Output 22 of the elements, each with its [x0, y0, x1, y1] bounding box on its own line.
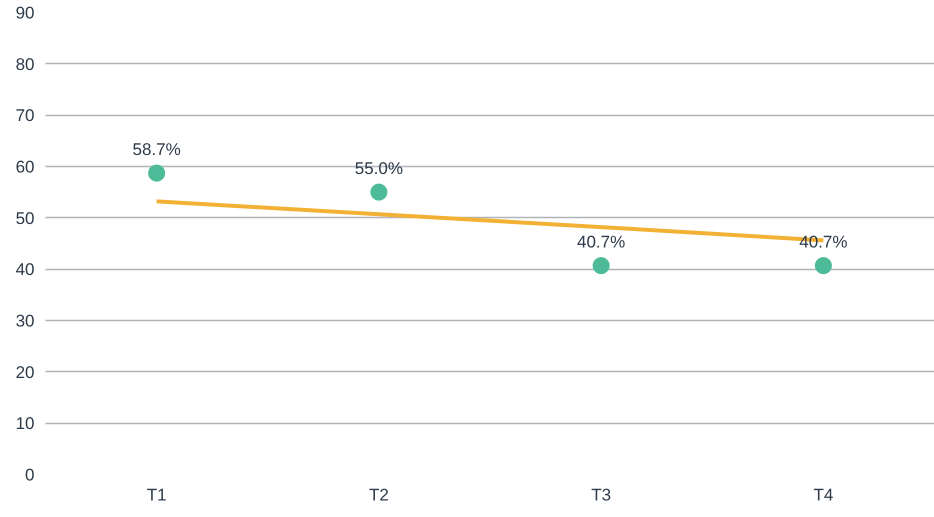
y-tick-label: 40 [16, 260, 35, 280]
x-tick-label: T3 [591, 486, 612, 504]
data-label: 55.0% [354, 159, 403, 178]
point [814, 257, 832, 274]
y-tick-label: 80 [16, 54, 35, 74]
x-tick-label: T2 [368, 486, 389, 504]
y-tick-label: 20 [16, 362, 35, 382]
data-label: 58.7% [132, 140, 181, 160]
y-tick-label: 90 [16, 4, 35, 22]
data-label: 40.7% [577, 232, 626, 252]
y-tick-label: 70 [16, 106, 35, 126]
point [370, 184, 388, 201]
point [148, 164, 166, 182]
y-tick-label: 30 [16, 312, 35, 330]
data-label: 40.7% [799, 232, 848, 252]
y-tick-label: 50 [16, 208, 35, 228]
y-tick-label: 60 [16, 158, 35, 176]
y-tick-label: 10 [16, 414, 35, 434]
x-tick-label: T1 [146, 486, 167, 504]
point [592, 257, 610, 274]
y-tick-label: 0 [25, 466, 35, 484]
x-tick-label: T4 [813, 486, 834, 504]
